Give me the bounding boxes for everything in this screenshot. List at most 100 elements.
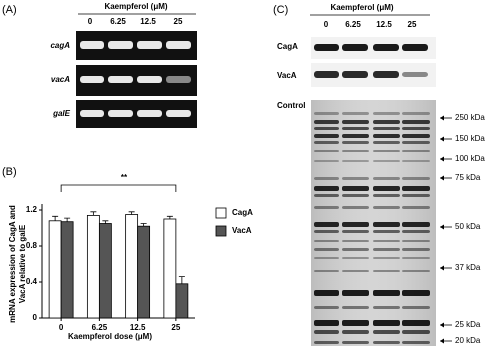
x-tick-label: 25 — [171, 323, 180, 332]
y-tick-label: 0 — [33, 313, 38, 322]
significance: ** — [121, 173, 128, 182]
gel-band — [342, 290, 369, 296]
gel-band — [373, 120, 400, 124]
gel-band — [402, 230, 430, 233]
gel-band — [342, 112, 369, 115]
gel-band — [342, 134, 369, 138]
dose-label: 6.25 — [345, 20, 361, 29]
gel-band — [373, 222, 400, 227]
gene-label: galE — [52, 109, 71, 118]
gel-band — [342, 248, 369, 251]
gel-band — [402, 120, 430, 124]
x-tick-label: 12.5 — [130, 323, 146, 332]
gel-band — [342, 257, 369, 259]
gel-band — [342, 194, 369, 197]
gel-band — [314, 341, 339, 344]
panel-label: (A) — [2, 4, 17, 16]
gel-band — [402, 160, 430, 162]
row-label: CagA — [277, 42, 298, 51]
bar — [86, 214, 100, 319]
gel-band — [402, 194, 430, 197]
gel-band — [373, 330, 400, 334]
row-label: VacA — [277, 71, 297, 80]
gel-band — [314, 160, 339, 162]
legend-swatch — [215, 225, 227, 237]
gel-band — [402, 186, 430, 191]
gel-band — [373, 127, 400, 130]
legend-label: CagA — [232, 208, 253, 217]
dose-label: 0 — [324, 20, 329, 29]
bar — [137, 225, 151, 319]
y-tick-label: 0.8 — [26, 241, 38, 250]
error-bar — [90, 211, 97, 216]
legend-label: VacA — [232, 226, 252, 235]
gel-band — [314, 112, 339, 115]
x-tick-label: 0 — [59, 323, 64, 332]
gel-band — [373, 206, 400, 209]
gel-band — [373, 320, 400, 326]
dose-label: 25 — [174, 17, 183, 26]
gel-band — [402, 177, 430, 180]
gel-band — [342, 330, 369, 334]
marker-label: 20 kDa — [455, 336, 481, 345]
gel-band — [402, 257, 430, 259]
gel-band — [342, 306, 369, 309]
gel-band — [314, 330, 339, 334]
gel-band — [373, 177, 400, 180]
gene-label: vacA — [51, 75, 70, 84]
gel-band — [402, 240, 430, 242]
marker-arrowhead — [440, 265, 444, 271]
gel-band — [314, 222, 339, 227]
dose-label: 25 — [408, 20, 417, 29]
gel-band — [342, 150, 369, 152]
error-bar — [52, 215, 59, 221]
marker-arrowhead — [440, 224, 444, 230]
gel-band — [373, 194, 400, 197]
gel-band — [342, 141, 369, 144]
gel-band — [314, 134, 339, 138]
gel-band — [342, 186, 369, 191]
gel-band — [314, 230, 339, 233]
gel-band — [373, 134, 400, 138]
bar — [125, 214, 139, 319]
gel-band — [342, 270, 369, 272]
y-tick-label: 1.2 — [26, 205, 38, 214]
gel-band — [314, 248, 339, 251]
marker-label: 75 kDa — [455, 173, 481, 182]
bar-chart: 0 0.4 0.8 1.2 0 6.25 12.5 25 CagA VacA — [26, 184, 253, 332]
dose-label: 12.5 — [140, 17, 156, 26]
gel-band — [342, 222, 369, 227]
gel-band — [373, 160, 400, 162]
gel-band — [402, 150, 430, 152]
gel-band — [373, 290, 400, 296]
gel-band — [342, 341, 369, 344]
gene-label: cagA — [50, 41, 70, 50]
gel-band — [342, 127, 369, 130]
gel-band — [402, 112, 430, 115]
marker-label: 25 kDa — [455, 320, 481, 329]
error-bar — [140, 223, 147, 227]
gel-band — [342, 120, 369, 124]
gel-band — [314, 257, 339, 259]
gel-band — [402, 290, 430, 296]
gel-band — [373, 341, 400, 344]
marker-label: 250 kDa — [455, 113, 485, 122]
gel-band — [402, 341, 430, 344]
significance-bracket — [60, 184, 177, 192]
marker-arrowhead — [440, 136, 444, 142]
gel-band — [342, 206, 369, 209]
gel-band — [373, 240, 400, 242]
gel-band — [314, 194, 339, 197]
x-axis-label: Kaempferol dose (μM) — [68, 332, 152, 341]
marker-arrowhead — [440, 338, 444, 344]
gel-band — [402, 330, 430, 334]
panel-label: (C) — [273, 4, 288, 16]
panel-label: (B) — [2, 166, 17, 178]
gel-band — [402, 206, 430, 209]
gel-band — [314, 320, 339, 326]
gel-band — [373, 306, 400, 309]
dose-label: 6.25 — [110, 17, 126, 26]
gel-band — [402, 270, 430, 272]
marker-label: 50 kDa — [455, 222, 481, 231]
gel-band — [314, 240, 339, 242]
